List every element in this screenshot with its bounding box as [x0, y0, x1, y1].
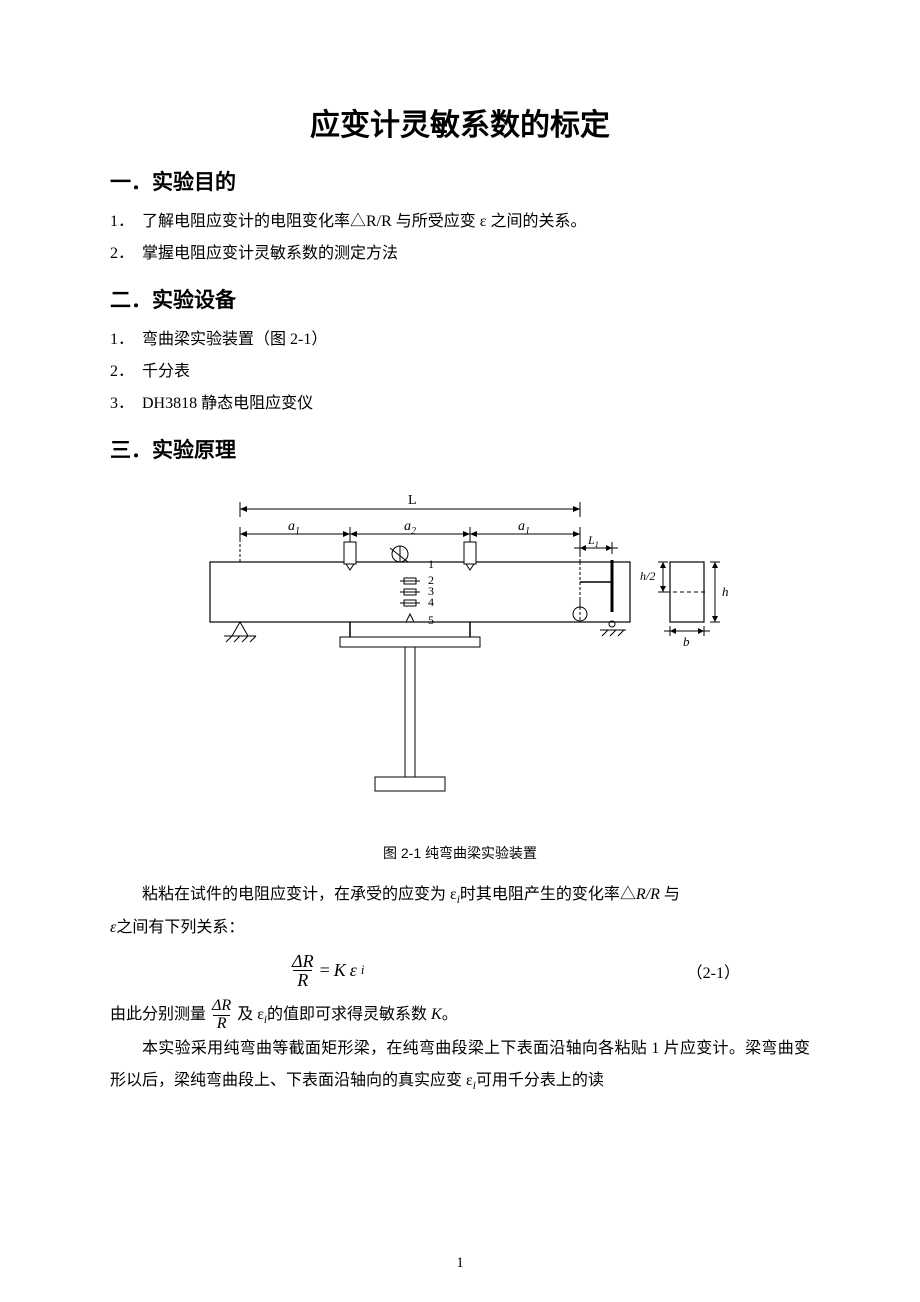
p3d: K [431, 1006, 442, 1023]
list-number: 2． [110, 356, 142, 388]
paragraph-2: ε之间有下列关系： [110, 912, 810, 944]
list-number: 1． [110, 324, 142, 356]
s2-item-2: 2．千分表 [110, 356, 810, 388]
gauge-4-label: 4 [428, 595, 434, 609]
p1b: 时其电阻产生的变化率△ [460, 886, 636, 903]
p4a: 本实验采用纯弯曲等截面矩形梁，在纯弯曲段梁上下表面沿轴向各粘贴 1 片应变计。梁… [110, 1040, 810, 1089]
p2b: 之间有下列关系： [116, 919, 244, 936]
page: 应变计灵敏系数的标定 一．实验目的 1．了解电阻应变计的电阻变化率△R/R 与所… [0, 0, 920, 1302]
s1-item-2: 2．掌握电阻应变计灵敏系数的测定方法 [110, 238, 810, 270]
dim-L: L [408, 493, 417, 508]
gauge-5-label: 5 [428, 613, 434, 627]
p4b: 可用千分表上的读 [476, 1072, 604, 1089]
list-number: 1． [110, 206, 142, 238]
eq-eps: ε [350, 960, 357, 981]
dim-h2: h/2 [640, 569, 655, 583]
eq-equals: = [320, 960, 330, 981]
p1d: 与 [660, 886, 680, 903]
paragraph-3: 由此分别测量 ΔR R 及 εi的值即可求得灵敏系数 K。 [110, 998, 810, 1033]
page-number: 1 [0, 1255, 920, 1272]
p3c: 的值即可求得灵敏系数 [267, 1006, 431, 1023]
list-number: 2． [110, 238, 142, 270]
section-3-heading: 三．实验原理 [110, 434, 810, 464]
section-1-heading: 一．实验目的 [110, 166, 810, 196]
gauge-1-label: 1 [428, 557, 434, 571]
paragraph-4: 本实验采用纯弯曲等截面矩形梁，在纯弯曲段梁上下表面沿轴向各粘贴 1 片应变计。梁… [110, 1033, 810, 1098]
list-number: 3． [110, 388, 142, 420]
equation-2-1: ΔR R = Kεi （2-1） [110, 952, 810, 991]
dim-b: b [683, 634, 690, 649]
p3b: 及 ε [237, 1006, 264, 1023]
eq-K: K [334, 960, 346, 981]
eq-sub: i [361, 963, 365, 978]
figure-2-1: L a1 a2 a1 L1 [110, 482, 810, 863]
s2-item-3-text: DH3818 静态电阻应变仪 [142, 395, 313, 412]
dim-h: h [722, 584, 729, 599]
paragraph-1: 粘粘在试件的电阻应变计，在承受的应变为 εi时其电阻产生的变化率△R/R 与 [110, 879, 810, 912]
p1a: 粘粘在试件的电阻应变计，在承受的应变为 ε [142, 886, 457, 903]
p3a: 由此分别测量 [110, 1006, 206, 1023]
p3-frac: ΔR R [210, 998, 233, 1033]
eq-lhs-den: R [293, 970, 312, 990]
s2-item-2-text: 千分表 [142, 363, 190, 380]
dim-L1: L1 [587, 533, 599, 549]
p3-frac-num: ΔR [210, 998, 233, 1015]
figure-caption: 图 2-1 纯弯曲梁实验装置 [110, 843, 810, 863]
s2-item-3: 3．DH3818 静态电阻应变仪 [110, 388, 810, 420]
section-2-heading: 二．实验设备 [110, 284, 810, 314]
p3-frac-den: R [213, 1015, 231, 1033]
s1-item-1-text: 了解电阻应变计的电阻变化率△R/R 与所受应变 ε 之间的关系。 [142, 213, 587, 230]
eq-frac: ΔR R [290, 952, 316, 991]
s2-item-1-text: 弯曲梁实验装置（图 2-1） [142, 331, 327, 348]
p1c: R/R [636, 886, 660, 903]
p3e: 。 [442, 1006, 458, 1023]
eq-lhs-num: ΔR [290, 952, 316, 971]
page-title: 应变计灵敏系数的标定 [110, 100, 810, 144]
s1-item-1: 1．了解电阻应变计的电阻变化率△R/R 与所受应变 ε 之间的关系。 [110, 206, 810, 238]
equation-number: （2-1） [687, 959, 810, 983]
beam-diagram: L a1 a2 a1 L1 [180, 482, 740, 822]
s1-item-2-text: 掌握电阻应变计灵敏系数的测定方法 [142, 245, 398, 262]
s2-item-1: 1．弯曲梁实验装置（图 2-1） [110, 324, 810, 356]
